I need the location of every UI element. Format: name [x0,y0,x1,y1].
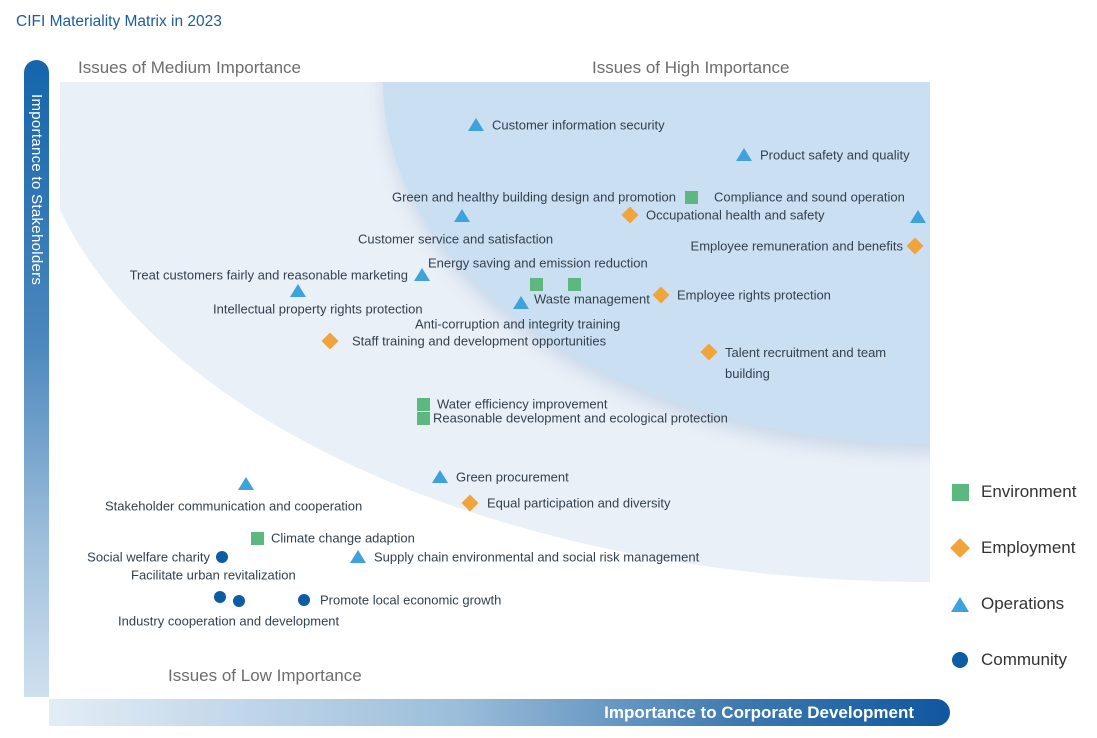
point-label: Staff training and development opportuni… [352,333,607,349]
point-marker-community [214,591,226,603]
point-marker-community [216,551,228,563]
point-label: Energy saving and emission reduction [428,255,648,271]
quadrant-label-medium: Issues of Medium Importance [78,58,301,77]
legend-item-employment: Employment [948,520,1076,576]
point-label: Climate change adaption [271,530,415,546]
point-label: Stakeholder communication and cooperatio… [105,498,363,514]
operations-triangle-icon [948,596,972,612]
legend-label: Operations [981,594,1065,613]
y-axis-bar: Importance to Stakeholders [24,60,49,697]
point-label: Promote local economic growth [320,592,502,608]
point-label: Green procurement [456,469,569,485]
legend-label: Community [981,650,1067,669]
point-label: Employee remuneration and benefits [690,238,903,254]
point-marker-environment [416,397,430,411]
page-title: CIFI Materiality Matrix in 2023 [16,13,222,30]
point-label: Industry cooperation and development [118,613,340,629]
point-label: Customer information security [492,117,665,133]
legend-item-environment: Environment [948,464,1076,520]
x-axis-bar: Importance to Corporate Development [49,699,950,726]
point-marker-operations [468,118,484,131]
x-axis-label: Importance to Corporate Development [604,703,914,722]
point-marker-environment [529,277,543,291]
point-label: Product safety and quality [760,147,910,163]
point-label: Water efficiency improvement [437,396,608,412]
legend-label: Environment [981,482,1077,501]
square-icon [951,483,969,501]
legend: Environment Employment Operations Community [948,464,1076,688]
point-marker-environment [416,411,430,425]
point-marker-community [298,594,310,606]
diamond-icon [950,538,970,558]
point-label: Customer service and satisfaction [358,231,554,247]
point-label: Waste management [534,291,650,307]
point-label: Facilitate urban revitalization [131,567,296,583]
legend-item-community: Community [948,632,1076,688]
community-circle-icon [948,652,972,668]
circle-icon [952,652,968,668]
point-marker-operations [513,296,529,309]
point-label: Anti-corruption and integrity training [415,316,621,332]
point-marker-environment [250,531,264,545]
point-marker-environment [567,277,581,291]
point-marker-community [233,595,245,607]
employment-diamond-icon [948,538,972,558]
legend-label: Employment [981,538,1076,557]
point-marker-operations [350,550,366,563]
environment-square-icon [948,483,972,501]
quadrant-label-low: Issues of Low Importance [168,666,362,685]
y-axis-label: Importance to Stakeholders [28,94,45,286]
point-label: Intellectual property rights protection [213,301,423,317]
point-marker-operations [910,210,926,223]
point-label: Social welfare charity [87,549,210,565]
point-marker-operations [736,148,752,161]
point-label: Employee rights protection [677,287,831,303]
point-label: Green and healthy building design and pr… [391,189,676,205]
point-marker-operations [454,209,470,222]
plot-area [60,82,930,700]
point-marker-operations [290,284,306,297]
point-label: Compliance and sound operation [714,189,905,205]
point-marker-operations [238,477,254,490]
point-label: Supply chain environmental and social ri… [374,549,700,565]
legend-item-operations: Operations [948,576,1076,632]
triangle-icon [951,596,969,612]
point-marker-environment [684,190,698,204]
point-label: Occupational health and safety [646,207,825,223]
point-marker-operations [432,470,448,483]
point-label: Talent recruitment and team building [725,345,887,381]
point-label: Reasonable development and ecological pr… [433,410,728,426]
point-marker-operations [414,268,430,281]
quadrant-label-high: Issues of High Importance [592,58,790,77]
point-label: Treat customers fairly and reasonable ma… [129,267,408,283]
point-label: Equal participation and diversity [487,495,671,511]
